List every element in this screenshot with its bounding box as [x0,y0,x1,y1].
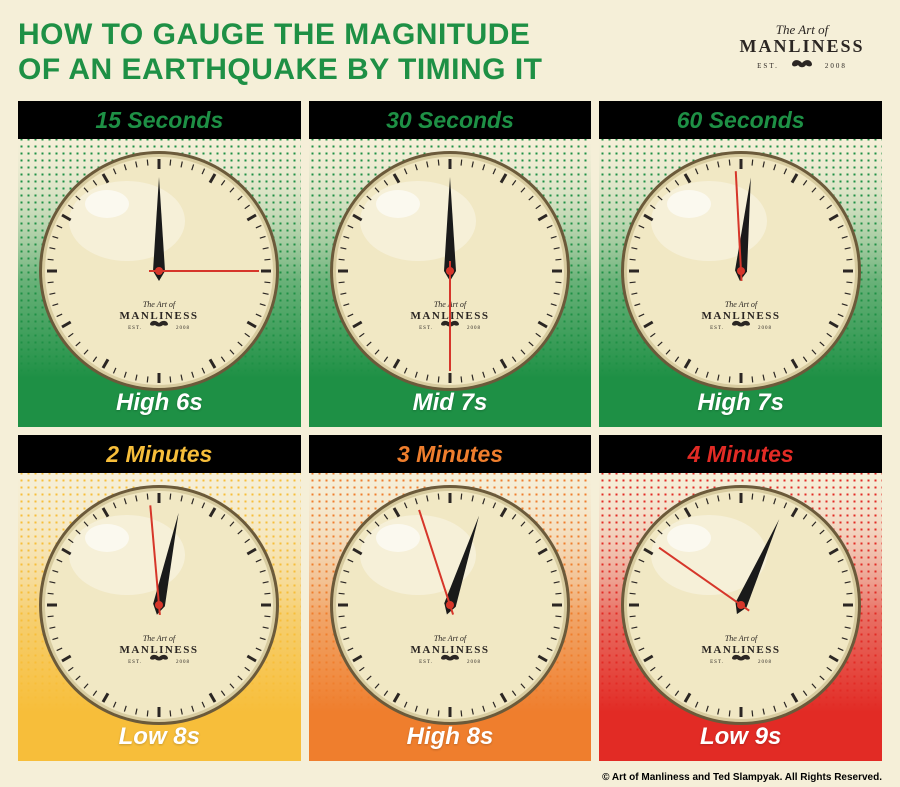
header: HOW TO GAUGE THE MAGNITUDE OF AN EARTHQU… [18,18,882,87]
infographic-page: HOW TO GAUGE THE MAGNITUDE OF AN EARTHQU… [0,0,900,787]
clock-face: The Art of MANLINESS EST. 2008 [328,483,572,727]
clock-face: The Art of MANLINESS EST. 2008 [37,483,281,727]
cell-magnitude-label: Low 8s [18,723,301,751]
logo-main: MANLINESS [722,36,882,57]
clock-container: The Art of MANLINESS EST. 2008 [37,483,281,732]
clock-cell: 15 Seconds The Art of MANLINESS EST. 200… [18,101,301,427]
svg-text:The Art of: The Art of [725,300,759,309]
cell-time-label: 2 Minutes [18,435,301,473]
svg-text:MANLINESS: MANLINESS [120,644,199,656]
mustache-icon [789,59,815,73]
cell-magnitude-label: Mid 7s [309,389,592,417]
svg-text:EST.: EST. [419,326,433,331]
cell-time-label: 4 Minutes [599,435,882,473]
page-title: HOW TO GAUGE THE MAGNITUDE OF AN EARTHQU… [18,18,543,87]
svg-text:MANLINESS: MANLINESS [701,644,780,656]
clock-cell: 2 Minutes The Art of MANLINESS EST. 2008… [18,435,301,761]
title-line-1: HOW TO GAUGE THE MAGNITUDE [18,18,543,53]
clock-face: The Art of MANLINESS EST. 2008 [619,483,863,727]
brand-logo: The Art of MANLINESS EST. 2008 [722,18,882,73]
cell-magnitude-label: High 8s [309,723,592,751]
svg-text:2008: 2008 [758,326,772,331]
cell-magnitude-label: Low 9s [599,723,882,751]
cell-time-label: 60 Seconds [599,101,882,139]
svg-text:EST.: EST. [710,326,724,331]
svg-text:2008: 2008 [176,660,190,665]
logo-est-right: 2008 [825,62,847,70]
clock-container: The Art of MANLINESS EST. 2008 [619,483,863,732]
svg-text:2008: 2008 [758,660,772,665]
svg-text:2008: 2008 [467,660,481,665]
svg-text:The Art of: The Art of [143,634,177,643]
svg-text:EST.: EST. [128,660,142,665]
svg-text:MANLINESS: MANLINESS [701,310,780,322]
clock-cell: 3 Minutes The Art of MANLINESS EST. 2008… [309,435,592,761]
clock-face: The Art of MANLINESS EST. 2008 [328,149,572,393]
clock-face: The Art of MANLINESS EST. 2008 [619,149,863,393]
svg-text:The Art of: The Art of [725,634,759,643]
clock-container: The Art of MANLINESS EST. 2008 [37,149,281,398]
clock-cell: 60 Seconds The Art of MANLINESS EST. 200… [599,101,882,427]
cell-time-label: 30 Seconds [309,101,592,139]
svg-text:MANLINESS: MANLINESS [120,310,199,322]
cell-magnitude-label: High 7s [599,389,882,417]
cell-time-label: 3 Minutes [309,435,592,473]
svg-text:2008: 2008 [467,326,481,331]
svg-text:MANLINESS: MANLINESS [411,644,490,656]
credit-text: © Art of Manliness and Ted Slampyak. All… [602,772,882,783]
clock-face: The Art of MANLINESS EST. 2008 [37,149,281,393]
clock-cell: 30 Seconds The Art of MANLINESS EST. 200… [309,101,592,427]
title-line-2: OF AN EARTHQUAKE BY TIMING IT [18,53,543,88]
svg-text:The Art of: The Art of [143,300,177,309]
cell-time-label: 15 Seconds [18,101,301,139]
clock-cell: 4 Minutes The Art of MANLINESS EST. 2008… [599,435,882,761]
svg-text:EST.: EST. [128,326,142,331]
clock-grid: 15 Seconds The Art of MANLINESS EST. 200… [18,101,882,761]
clock-container: The Art of MANLINESS EST. 2008 [619,149,863,398]
cell-magnitude-label: High 6s [18,389,301,417]
svg-text:The Art of: The Art of [434,634,468,643]
svg-text:EST.: EST. [710,660,724,665]
clock-container: The Art of MANLINESS EST. 2008 [328,149,572,398]
svg-text:2008: 2008 [176,326,190,331]
logo-est: EST. 2008 [722,59,882,73]
clock-container: The Art of MANLINESS EST. 2008 [328,483,572,732]
logo-est-left: EST. [757,62,779,70]
svg-text:EST.: EST. [419,660,433,665]
